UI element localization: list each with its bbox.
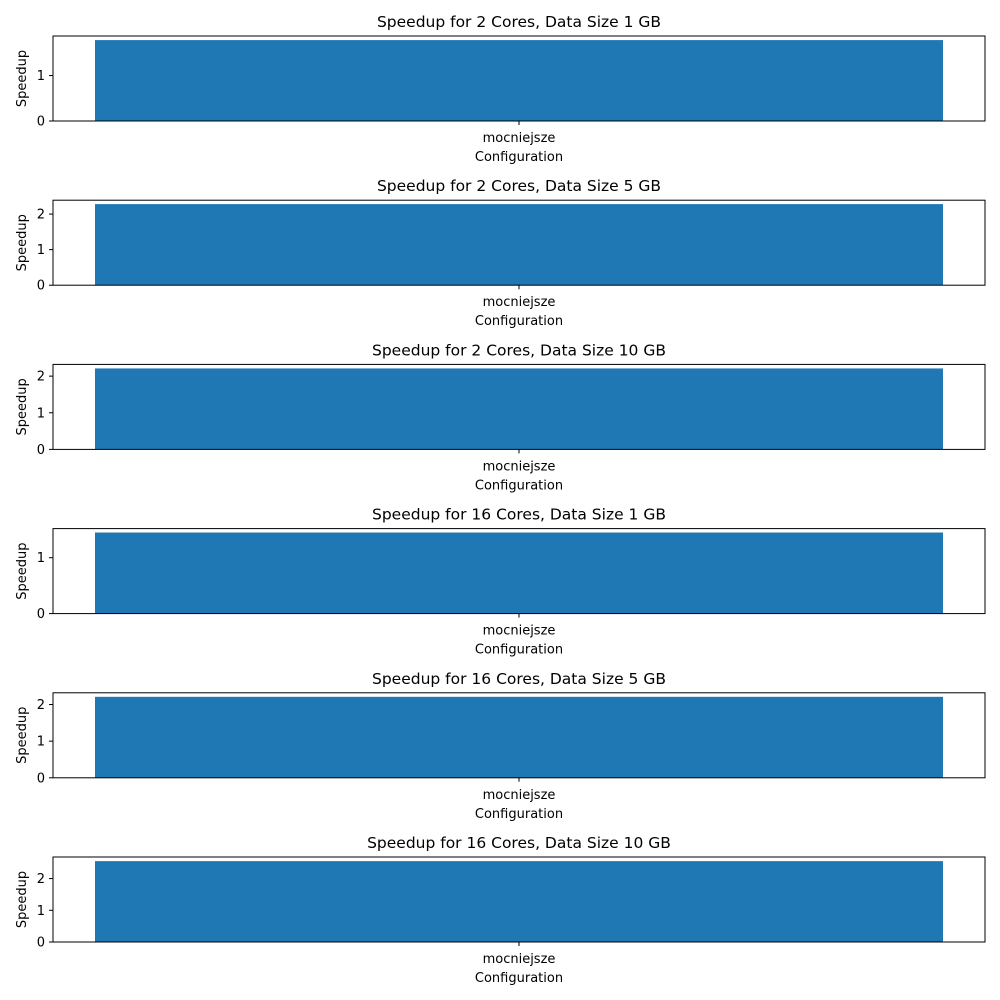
axes-frame (52, 856, 986, 943)
subplot-title: Speedup for 16 Cores, Data Size 5 GB (372, 670, 666, 688)
subplot-title: Speedup for 16 Cores, Data Size 1 GB (372, 506, 666, 524)
subplot-6: Speedup for 16 Cores, Data Size 10 GB moc… (15, 834, 986, 986)
x-tick-label: mocniejsze (483, 295, 556, 310)
y-axis-label: Speedup (15, 214, 30, 271)
y-tick-label: 0 (37, 607, 45, 622)
x-tick-label: mocniejsze (483, 788, 556, 803)
y-axis-label: Speedup (15, 50, 30, 107)
y-tick-label: 1 (37, 69, 45, 84)
bar (95, 861, 943, 942)
y-axis-label: Speedup (15, 707, 30, 764)
y-tick-label: 1 (37, 551, 45, 566)
subplot-2: Speedup for 2 Cores, Data Size 5 GB mocni… (15, 177, 986, 329)
x-axis-label: Configuration (475, 314, 563, 329)
x-axis-label: Configuration (475, 478, 563, 493)
subplot-title: Speedup for 2 Cores, Data Size 1 GB (377, 13, 661, 31)
y-axis-label: Speedup (15, 378, 30, 435)
x-tick-label: mocniejsze (483, 131, 556, 146)
y-tick-label: 2 (37, 872, 45, 887)
x-axis-label: Configuration (475, 971, 563, 986)
bar (95, 696, 943, 778)
x-tick-label: mocniejsze (483, 459, 556, 474)
subplot-3: Speedup for 2 Cores, Data Size 10 GB mocn… (15, 341, 986, 493)
subplot-title: Speedup for 16 Cores, Data Size 10 GB (367, 834, 671, 852)
y-axis-label: Speedup (15, 871, 30, 928)
axes-frame (52, 363, 986, 450)
x-axis-label: Configuration (475, 150, 563, 165)
y-tick-label: 2 (37, 698, 45, 713)
subplot-1: Speedup for 2 Cores, Data Size 1 GB mocni… (15, 13, 986, 165)
subplot-title: Speedup for 2 Cores, Data Size 10 GB (372, 341, 666, 359)
bar (95, 532, 943, 614)
x-tick-label: mocniejsze (483, 952, 556, 967)
y-tick-label: 0 (37, 936, 45, 951)
y-tick-label: 0 (37, 771, 45, 786)
y-tick-label: 2 (37, 370, 45, 385)
subplot-title: Speedup for 2 Cores, Data Size 5 GB (377, 177, 661, 195)
y-tick-label: 0 (37, 279, 45, 294)
y-tick-label: 0 (37, 443, 45, 458)
bar (95, 40, 943, 121)
axes-frame (52, 35, 986, 122)
y-tick-label: 1 (37, 735, 45, 750)
y-tick-label: 0 (37, 115, 45, 130)
bar (95, 204, 943, 286)
axes-frame (52, 528, 986, 615)
y-tick-label: 1 (37, 243, 45, 258)
x-tick-label: mocniejsze (483, 624, 556, 639)
y-tick-label: 1 (37, 406, 45, 421)
y-tick-label: 2 (37, 208, 45, 223)
axes-frame (52, 692, 986, 779)
y-axis-label: Speedup (15, 542, 30, 599)
axes-frame (52, 199, 986, 286)
subplot-4: Speedup for 16 Cores, Data Size 1 GB mocn… (15, 506, 986, 658)
x-axis-label: Configuration (475, 643, 563, 658)
bar (95, 368, 943, 450)
subplot-5: Speedup for 16 Cores, Data Size 5 GB mocn… (15, 670, 986, 822)
y-tick-label: 1 (37, 904, 45, 919)
x-axis-label: Configuration (475, 807, 563, 822)
